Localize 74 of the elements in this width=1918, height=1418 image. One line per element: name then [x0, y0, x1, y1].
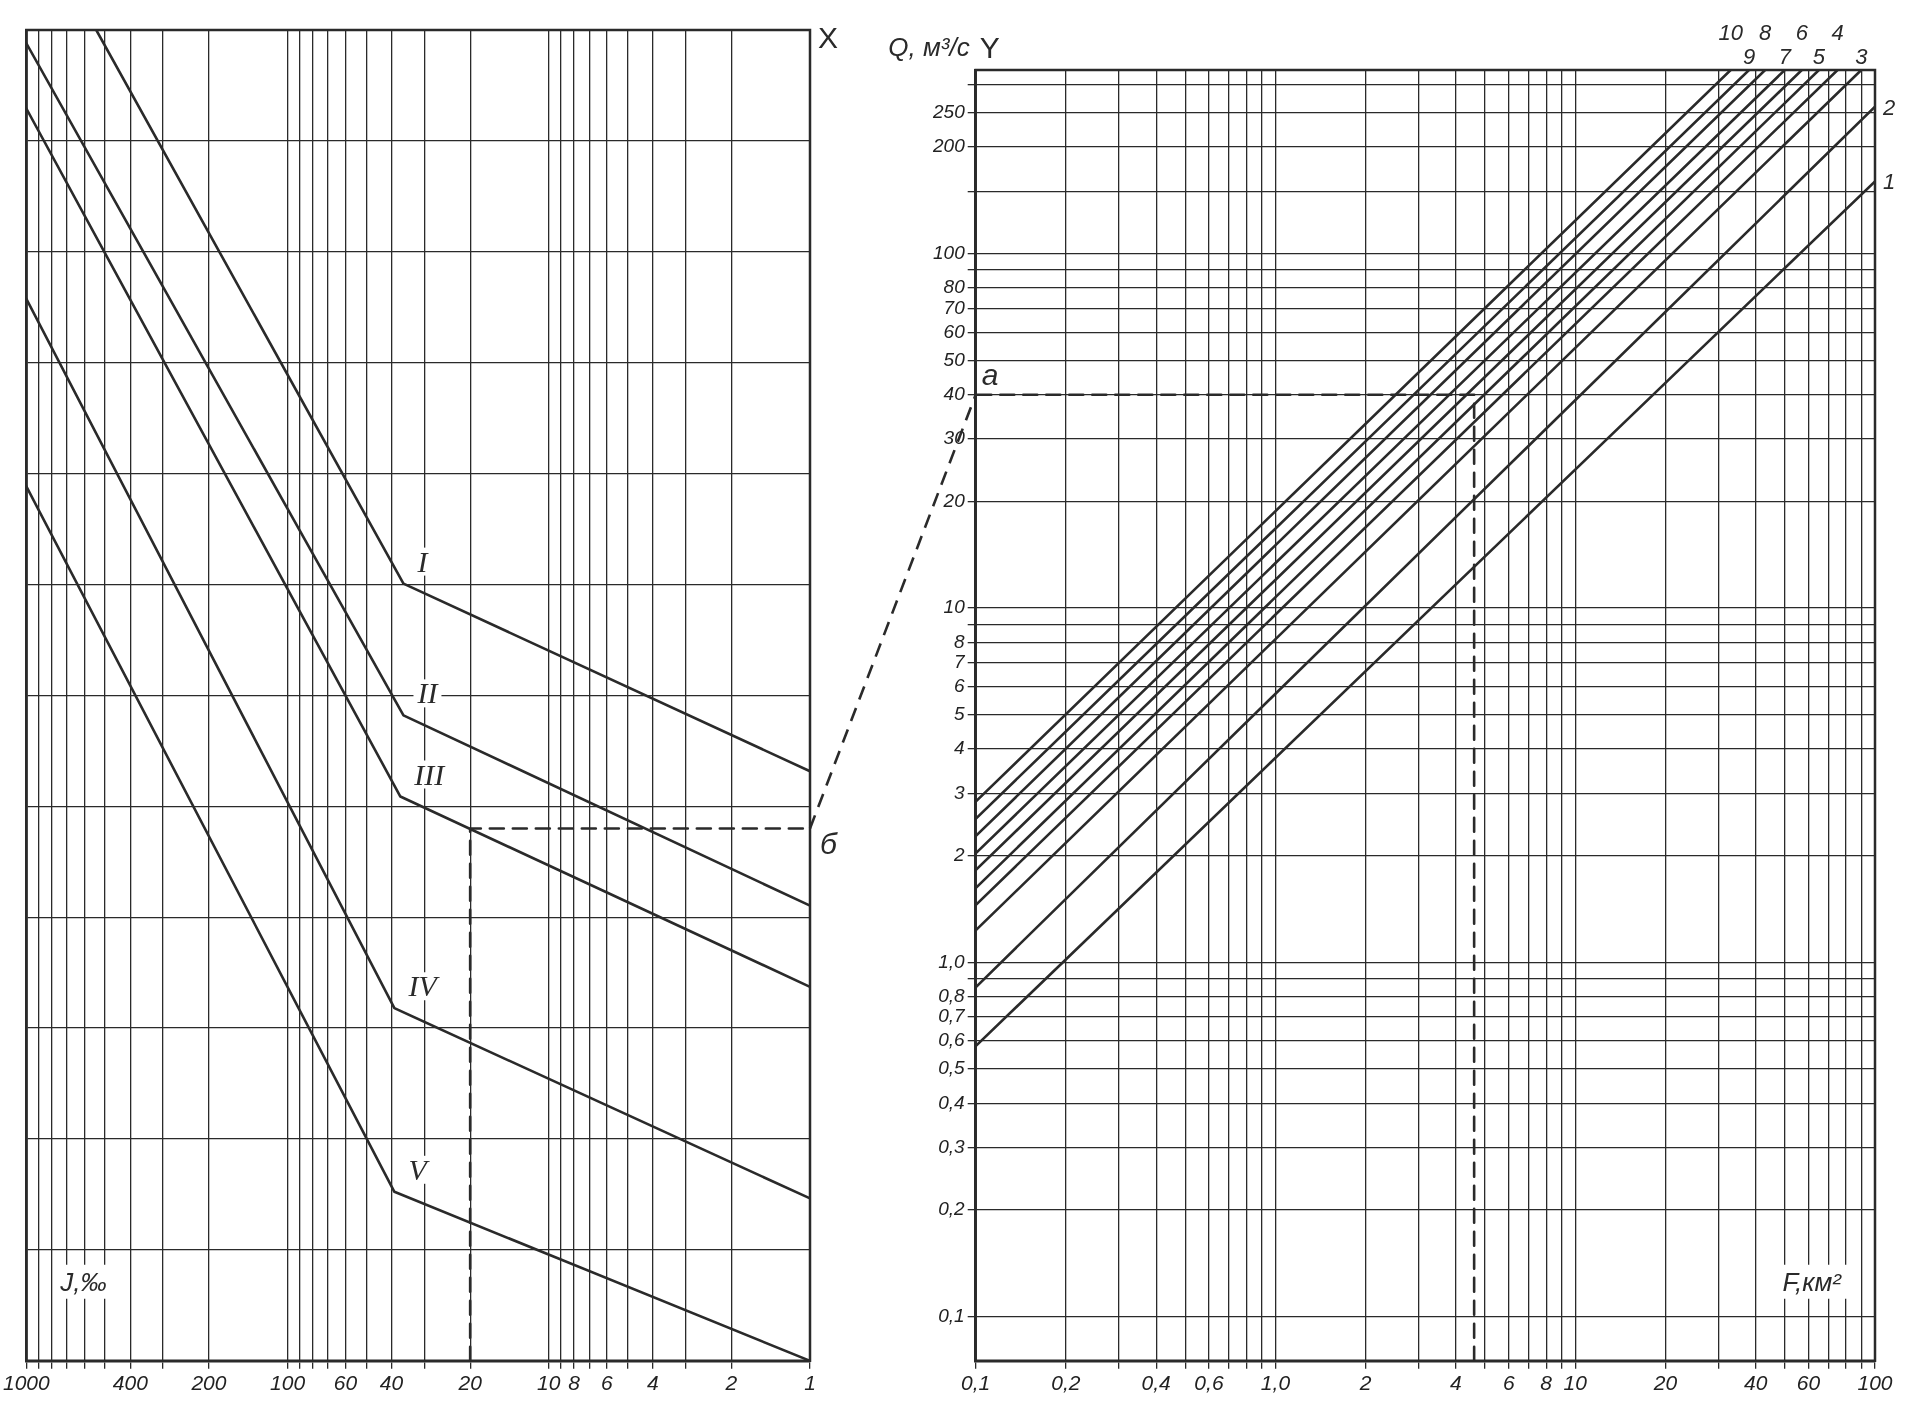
x-tick-label: 1000: [3, 1371, 51, 1395]
series-label: V: [408, 1152, 431, 1186]
series-label: 3: [1855, 44, 1869, 69]
y-tick-label: 3: [954, 781, 966, 803]
x-tick-label: 8: [1540, 1371, 1553, 1395]
x-tick-label: 8: [568, 1371, 581, 1395]
y-tick-label: 10: [943, 596, 966, 618]
annotation: а: [981, 357, 999, 391]
text: Y: [979, 31, 1000, 64]
x-tick-label: 4: [646, 1371, 659, 1395]
y-tick-label: 250: [932, 101, 966, 122]
x-tick-label: 2: [1358, 1371, 1372, 1395]
y-tick-label: 8: [954, 630, 966, 652]
series-label: III: [413, 757, 447, 791]
y-tick-label: 50: [943, 348, 966, 370]
y-tick-label: 0,8: [938, 984, 966, 1006]
y-tick-label: 60: [943, 320, 966, 342]
y-tick-label: 0,5: [938, 1057, 966, 1079]
x-tick-label: 60: [333, 1371, 358, 1395]
series-label: 7: [1778, 44, 1792, 69]
y-tick-label: 1,0: [938, 950, 966, 972]
x-tick-label: 60: [1796, 1371, 1821, 1395]
series-label: II: [416, 676, 440, 710]
x-tick-label: 4: [1450, 1371, 1462, 1395]
y-tick-label: 0,7: [938, 1005, 967, 1027]
x-tick-label: 0,6: [1194, 1371, 1224, 1395]
series-label: 5: [1812, 44, 1826, 69]
x-tick-label: 10: [537, 1371, 561, 1395]
y-tick-label: 0,2: [938, 1198, 966, 1220]
x-tick-label: 100: [270, 1371, 306, 1395]
x-tick-label: 200: [190, 1371, 227, 1395]
x-tick-label: 100: [1857, 1371, 1893, 1395]
x-tick-label: 20: [1652, 1371, 1678, 1395]
annotation: б: [820, 827, 838, 861]
x-tick-label: 2: [724, 1371, 738, 1395]
x-tick-label: 1,0: [1260, 1371, 1291, 1395]
series-label: 6: [1795, 20, 1809, 45]
series-label: 9: [1742, 44, 1756, 69]
y-tick-label: 40: [943, 382, 966, 404]
series-label: 1: [1883, 169, 1896, 195]
x-tick-label: 6: [600, 1371, 613, 1395]
y-tick-label: 7: [954, 651, 967, 673]
y-tick-label: 6: [954, 674, 966, 696]
series-label: 2: [1882, 94, 1896, 120]
x-tick-label: 400: [112, 1371, 149, 1395]
series-label: I: [416, 544, 430, 578]
y-tick-label: 0,3: [938, 1135, 966, 1157]
y-tick-label: 200: [932, 135, 966, 157]
y-tick-label: 5: [954, 702, 966, 724]
y-tick-label: 0,6: [938, 1029, 966, 1051]
x-tick-label: 0,4: [1141, 1371, 1171, 1395]
y-tick-label: 0,1: [938, 1304, 965, 1326]
y-tick-label: 2: [953, 843, 966, 865]
series-label: 8: [1759, 20, 1772, 45]
x-tick-label: 40: [379, 1371, 404, 1395]
text: X: [818, 21, 839, 54]
series-label: 10: [1718, 20, 1744, 45]
y-tick-label: 20: [942, 489, 966, 511]
x-tick-label: 6: [1502, 1371, 1515, 1395]
x-tick-label: 20: [457, 1371, 483, 1395]
series-label: 4: [1831, 20, 1844, 45]
x-tick-label: 40: [1744, 1371, 1768, 1395]
x-axis-title: J,‰: [59, 1266, 107, 1297]
x-tick-label: 1: [804, 1371, 816, 1395]
y-tick-label: 4: [954, 737, 965, 759]
x-axis-title: F,км²: [1782, 1266, 1843, 1297]
x-tick-label: 0,2: [1051, 1371, 1081, 1395]
y-tick-label: 70: [943, 296, 966, 318]
y-axis-title: Q, м³/с: [888, 32, 970, 62]
y-tick-label: 0,4: [938, 1091, 965, 1113]
y-tick-label: 80: [943, 276, 966, 298]
series-label: IV: [407, 969, 441, 1003]
y-tick-label: 100: [933, 241, 966, 263]
x-tick-label: 10: [1563, 1371, 1588, 1395]
